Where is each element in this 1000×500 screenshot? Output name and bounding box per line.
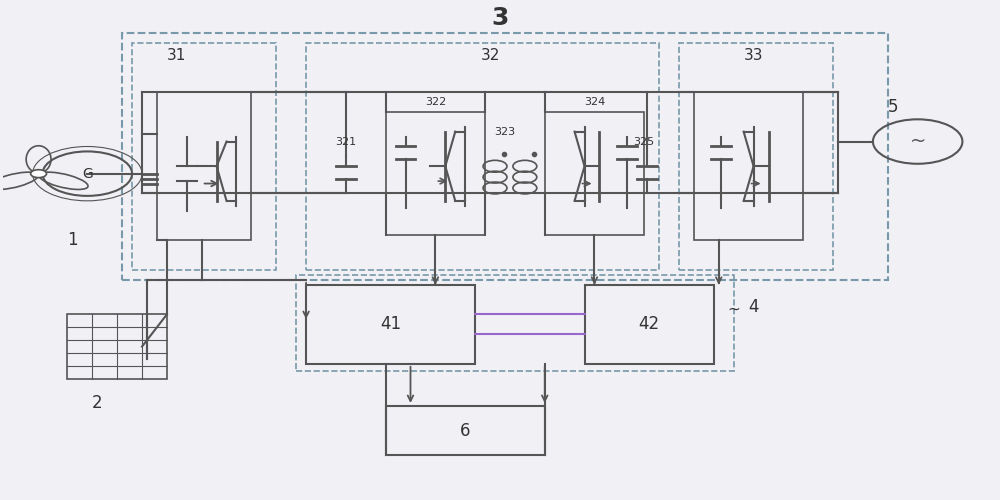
Text: ~: ~: [727, 302, 740, 317]
Circle shape: [31, 170, 47, 177]
Bar: [679, 42, 833, 270]
Bar: [306, 42, 659, 270]
Text: 5: 5: [888, 98, 898, 116]
Bar: [296, 275, 734, 372]
Text: 1: 1: [67, 232, 78, 250]
Text: 4: 4: [748, 298, 759, 316]
Bar: [545, 112, 644, 236]
Text: 322: 322: [425, 97, 446, 107]
Bar: [585, 285, 714, 364]
Text: 6: 6: [460, 422, 470, 440]
Bar: [122, 33, 888, 280]
Text: 41: 41: [380, 316, 401, 334]
Text: 321: 321: [335, 136, 356, 146]
Text: 42: 42: [639, 316, 660, 334]
Text: 31: 31: [167, 48, 186, 62]
Bar: [694, 92, 803, 240]
Text: 2: 2: [92, 394, 103, 412]
Text: G: G: [82, 166, 93, 180]
Bar: [306, 285, 475, 364]
Text: 32: 32: [480, 48, 500, 62]
Text: 323: 323: [494, 126, 516, 136]
Text: ~: ~: [909, 132, 926, 151]
Text: 325: 325: [634, 136, 655, 146]
Text: 33: 33: [744, 48, 763, 62]
Bar: [157, 92, 251, 240]
Text: 324: 324: [584, 97, 605, 107]
Bar: [132, 42, 276, 270]
Text: 3: 3: [491, 6, 509, 30]
Bar: [386, 112, 485, 236]
Bar: [67, 314, 167, 378]
Bar: [386, 406, 545, 455]
